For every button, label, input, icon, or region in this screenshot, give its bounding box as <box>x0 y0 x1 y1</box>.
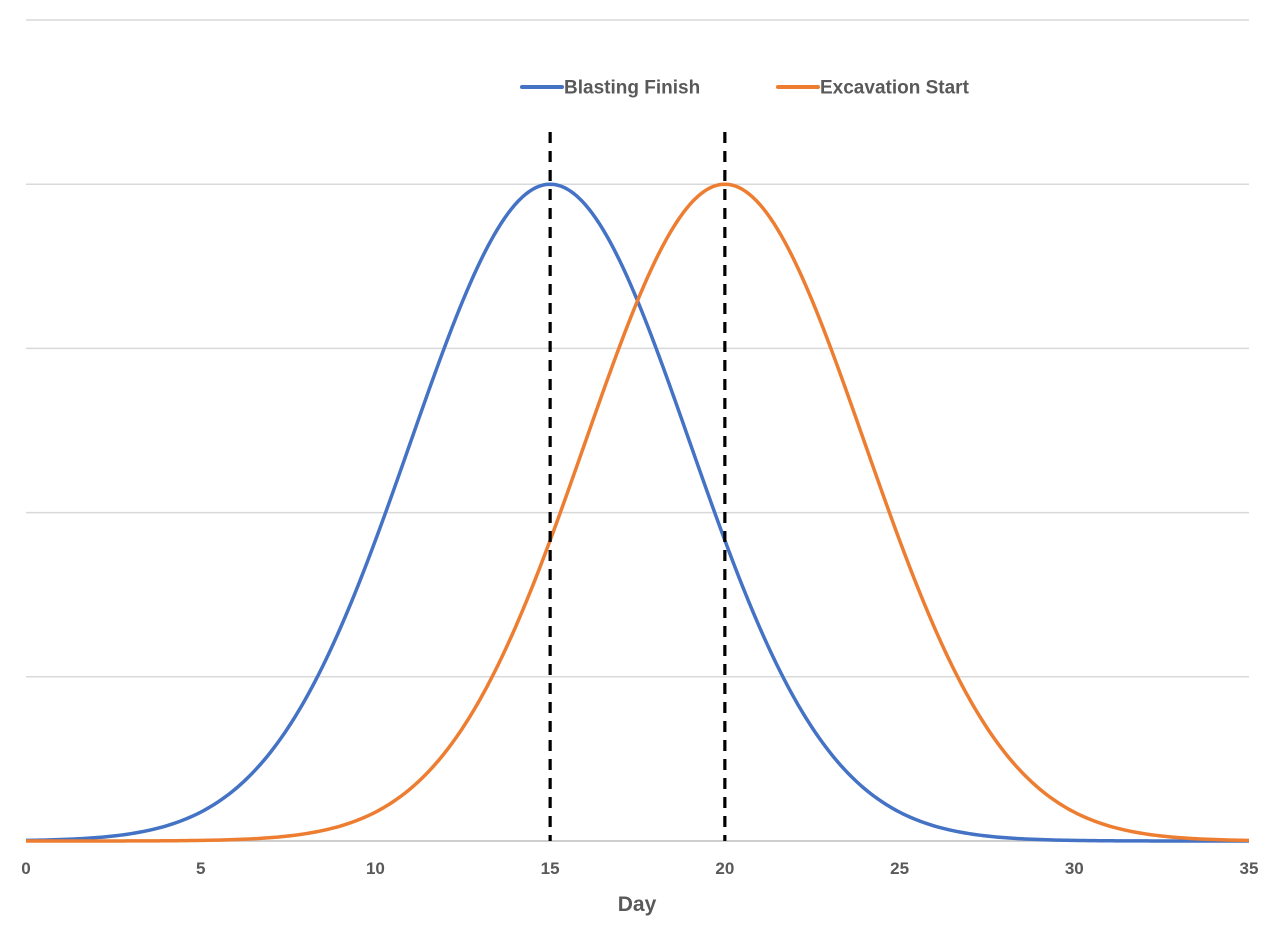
x-tick-label: 25 <box>890 859 909 878</box>
legend-item: Excavation Start <box>776 78 970 99</box>
series-line-excavation-start <box>26 182 1250 843</box>
x-tick-labels: 0 5 10 15 20 25 30 35 <box>21 859 1258 878</box>
legend-item: Blasting Finish <box>520 78 700 99</box>
legend-label: Excavation Start <box>820 78 970 99</box>
x-tick-label: 5 <box>196 859 205 878</box>
x-tick-label: 20 <box>715 859 734 878</box>
x-tick-label: 15 <box>541 859 560 878</box>
series-lines <box>25 182 1250 843</box>
reference-lines <box>548 132 727 841</box>
legend: Blasting Finish Excavation Start <box>520 78 970 99</box>
legend-label: Blasting Finish <box>564 78 700 99</box>
x-tick-label: 30 <box>1065 859 1084 878</box>
gridlines <box>26 19 1249 678</box>
x-axis-title: Day <box>618 893 657 916</box>
x-tick-label: 35 <box>1240 859 1259 878</box>
x-tick-label: 10 <box>366 859 385 878</box>
x-tick-label: 0 <box>21 859 30 878</box>
